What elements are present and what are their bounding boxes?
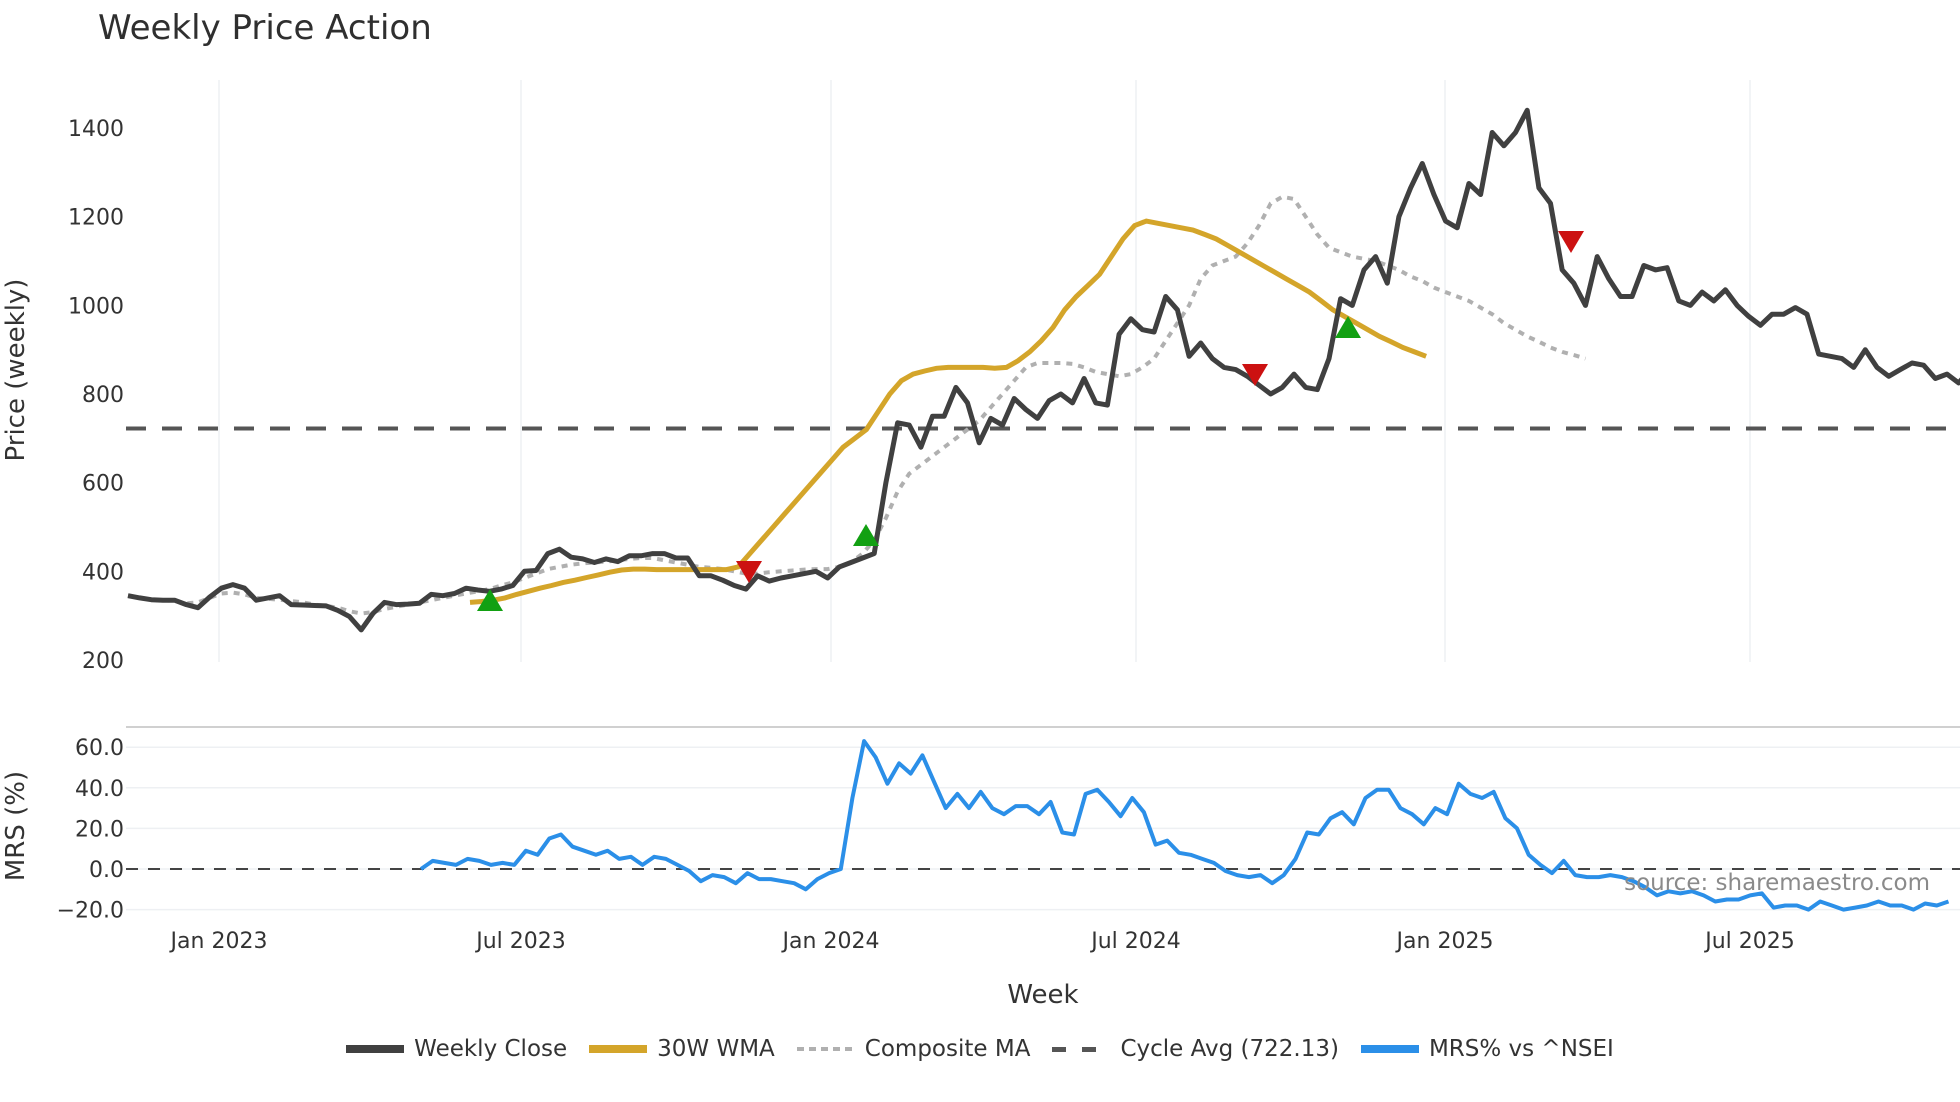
mrs-line xyxy=(419,739,1950,912)
y-tick-label: 1400 xyxy=(68,117,124,142)
chart-legend: Weekly Close 30W WMA Composite MA Cycle Avg… xyxy=(0,1036,1960,1062)
mrs-y-tick-label: 0.0 xyxy=(89,858,124,883)
sell-signal-marker xyxy=(1558,231,1584,253)
legend-label: Cycle Avg (722.13) xyxy=(1120,1036,1339,1062)
y-tick-label: 200 xyxy=(82,649,124,674)
legend-item-cycle-avg[interactable]: Cycle Avg (722.13) xyxy=(1052,1036,1339,1062)
mrs-y-tick-label: 20.0 xyxy=(75,817,124,842)
legend-swatch-icon xyxy=(346,1045,405,1053)
x-tick-label: Jul 2024 xyxy=(1089,929,1181,954)
y-tick-label: 1000 xyxy=(68,294,124,319)
mrs-y-tick-label: 40.0 xyxy=(75,777,124,802)
legend-item-composite-ma[interactable]: Composite MA xyxy=(796,1036,1031,1062)
composite-ma-line xyxy=(127,194,1587,616)
mrs-y-tick-label: 60.0 xyxy=(75,736,124,761)
legend-swatch-icon xyxy=(1052,1046,1111,1052)
legend-item-mrs[interactable]: MRS% vs ^NSEI xyxy=(1360,1036,1614,1062)
mrs-axis-label: MRS (%) xyxy=(1,771,31,881)
buy-signal-marker xyxy=(853,524,879,546)
buy-signal-marker xyxy=(1335,316,1361,338)
chart-title: Weekly Price Action xyxy=(98,8,432,48)
x-tick-label: Jan 2025 xyxy=(1395,929,1494,954)
buy-signal-marker xyxy=(477,589,503,611)
x-tick-label: Jul 2025 xyxy=(1703,929,1795,954)
y-axis-label: Price (weekly) xyxy=(1,279,31,462)
sell-signal-marker xyxy=(736,561,762,583)
sell-signal-marker xyxy=(1242,364,1268,386)
mrs-y-tick-label: −20.0 xyxy=(57,899,124,924)
wma30-line xyxy=(469,218,1427,605)
weekly-close-line xyxy=(127,107,1960,633)
legend-label: Weekly Close xyxy=(414,1036,568,1062)
x-axis-label: Week xyxy=(1007,980,1078,1010)
legend-label: MRS% vs ^NSEI xyxy=(1428,1036,1614,1062)
legend-swatch-icon xyxy=(796,1047,855,1051)
y-tick-label: 1200 xyxy=(68,206,124,231)
legend-label: Composite MA xyxy=(864,1036,1031,1062)
x-tick-label: Jan 2024 xyxy=(781,929,880,954)
legend-swatch-icon xyxy=(1360,1045,1419,1053)
x-tick-label: Jul 2023 xyxy=(474,929,566,954)
y-tick-label: 600 xyxy=(82,472,124,497)
legend-swatch-icon xyxy=(589,1045,648,1053)
y-tick-label: 400 xyxy=(82,560,124,585)
x-tick-label: Jan 2023 xyxy=(169,929,268,954)
source-watermark: source: sharemaestro.com xyxy=(1624,870,1930,896)
y-tick-label: 800 xyxy=(82,383,124,408)
legend-label: 30W WMA xyxy=(657,1036,775,1062)
legend-item-weekly-close[interactable]: Weekly Close xyxy=(346,1036,567,1062)
legend-item-wma30[interactable]: 30W WMA xyxy=(589,1036,775,1062)
